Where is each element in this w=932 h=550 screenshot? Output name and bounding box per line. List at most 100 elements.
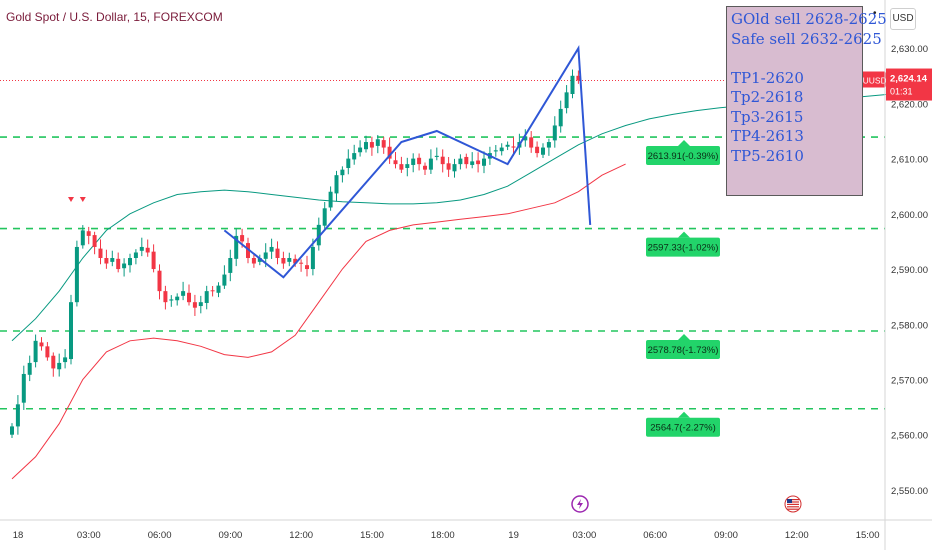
y-tick-label: 2,600.00 [891,210,928,221]
x-tick-label: 18:00 [431,530,455,541]
level-box [646,146,720,166]
candle [364,135,368,153]
candle [499,143,504,156]
candle [423,162,427,175]
candle [352,144,357,165]
candle [33,334,38,368]
candle [369,136,374,156]
candle [328,186,333,211]
menu-dot-icon[interactable]: • [873,8,877,19]
x-tick-label: 19 [508,530,519,541]
candle-body [576,75,581,81]
candle [92,231,97,255]
level-label-text: 2597.33(-1.02%) [648,243,719,254]
candle-body [446,163,451,170]
candle-body [163,291,168,303]
flag-stripe [787,503,799,505]
candle [74,240,79,307]
candle-body [452,164,457,172]
candle [393,151,398,169]
candle [523,129,528,147]
note-line: TP4-2613 [731,127,804,145]
level-box [646,237,720,257]
level-box [646,417,720,437]
candle-body [393,160,398,165]
candle [458,154,463,170]
candle-body [51,355,56,369]
candle-body [440,156,445,165]
x-tick-label: 15:00 [360,530,384,541]
candle [535,141,540,158]
y-tick-label: 2,610.00 [891,155,928,166]
candle-body [86,231,91,236]
note-line: TP1-2620 [731,68,804,87]
level-label-text: 2564.7(-2.27%) [650,423,715,434]
y-tick-label: 2,630.00 [891,44,928,55]
candle-body [251,258,256,264]
candle-body [399,164,404,170]
candle-body [417,157,422,165]
candle [452,158,457,178]
price-tag-value: 2,624.14 [890,74,928,85]
signal-marker [79,197,86,203]
level-label-text: 2613.91(-0.39%) [648,151,719,162]
candle-body [122,263,127,269]
candle [476,152,481,173]
y-tick-label: 2,560.00 [891,431,928,442]
candle [122,258,127,277]
x-tick-label: 15:00 [856,530,880,541]
candle-body [27,362,32,375]
candle-body [263,252,268,259]
candle-body [505,144,510,147]
candle-body [240,235,245,242]
candle [104,249,109,269]
candle [181,281,186,301]
level-pointer [678,140,690,147]
y-tick-label: 2,550.00 [891,486,928,497]
candle-body [423,165,427,170]
candle [411,153,416,173]
candle [198,295,203,314]
candle-body [222,274,227,286]
candle-body [39,342,44,347]
note-line: Safe sell 2632-2625 [731,29,882,48]
candle-body [281,258,286,264]
currency-button[interactable]: USD [890,8,916,30]
candle [145,239,150,257]
candle-body [322,208,327,226]
us-flag-icon [784,495,802,513]
candle-body [546,142,551,148]
candle-body [269,246,274,252]
flag-stripe [787,508,799,510]
candle-body [535,146,540,154]
candle [440,149,445,173]
candle-body [187,292,191,303]
candle [546,138,551,156]
candle-body [458,158,463,165]
candle [299,259,304,272]
y-tick-label: 2,570.00 [891,375,928,386]
candle [399,156,404,173]
candle [305,255,309,277]
candle-body [334,175,339,194]
candle [187,284,191,306]
candle [163,285,168,310]
level-label: 2564.7(-2.27%) [646,411,720,437]
candle [175,293,180,306]
candle-body [228,258,233,273]
candle [381,136,386,154]
candle [493,145,498,157]
flag-canton [787,499,792,503]
level-pointer [678,231,690,238]
note-line: GOld sell 2628-2625 [731,10,887,28]
candle-body [139,246,144,251]
x-tick-label: 06:00 [148,530,172,541]
candle [257,254,262,266]
candle [228,249,233,282]
candle-body [181,291,186,296]
candle-body [541,147,545,155]
candle-body [558,108,563,127]
flag-stripe [787,499,799,501]
